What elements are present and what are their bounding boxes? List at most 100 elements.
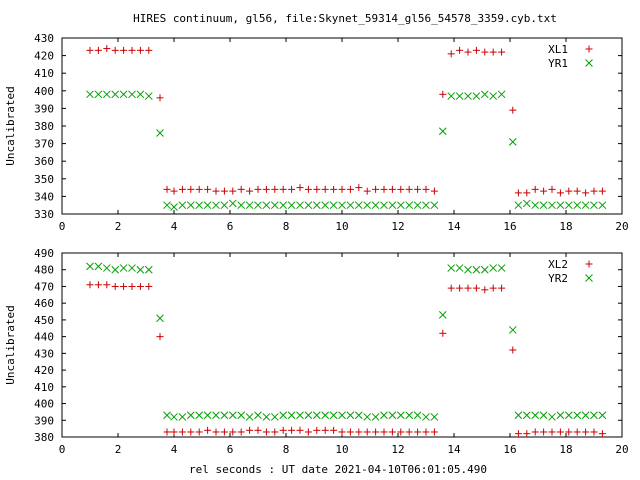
data-point [296, 426, 304, 434]
y-tick-label: 430 [34, 347, 54, 360]
y-axis-label: Uncalibrated [4, 305, 17, 384]
data-point [220, 428, 228, 436]
data-point [422, 413, 430, 421]
data-point [380, 185, 388, 193]
data-point [254, 411, 262, 420]
data-point [103, 45, 111, 53]
data-point [313, 185, 321, 193]
data-point [271, 185, 279, 193]
data-point [363, 413, 372, 421]
data-point [422, 428, 430, 436]
data-point [405, 201, 414, 210]
y-tick-label: 470 [34, 280, 54, 293]
data-point [556, 411, 565, 420]
data-point [590, 411, 598, 420]
data-point [514, 430, 522, 438]
data-point [203, 201, 212, 210]
x-tick-label: 18 [559, 443, 572, 456]
data-point [346, 411, 355, 420]
data-point [456, 284, 464, 292]
legend-label: XL2 [548, 258, 568, 271]
data-point [163, 201, 171, 210]
data-point [94, 281, 102, 289]
data-point [170, 413, 178, 421]
x-axis-label: rel seconds : UT date 2021-04-10T06:01:0… [189, 463, 487, 476]
data-point [163, 185, 171, 193]
x-tick-label: 4 [171, 220, 178, 233]
data-point [288, 426, 296, 434]
data-point [489, 264, 498, 272]
data-point [187, 185, 195, 193]
data-point [186, 411, 195, 420]
data-point [514, 201, 523, 210]
data-point [405, 428, 413, 436]
data-point [548, 428, 556, 436]
x-tick-label: 20 [615, 443, 628, 456]
data-point [321, 201, 330, 210]
y-tick-label: 370 [34, 138, 54, 151]
data-point [531, 411, 540, 420]
data-point [229, 187, 237, 195]
y-tick-label: 330 [34, 208, 54, 221]
data-point [430, 428, 438, 436]
data-point [296, 184, 304, 192]
data-point [497, 264, 506, 272]
data-point [422, 185, 430, 193]
data-point [321, 185, 329, 193]
data-point [564, 411, 573, 420]
data-point [156, 129, 164, 137]
series-XL1 [86, 45, 606, 197]
data-point [279, 411, 288, 420]
data-point [531, 185, 539, 193]
data-point [187, 428, 195, 436]
data-point [388, 411, 397, 420]
data-point [120, 46, 128, 54]
data-point [304, 428, 312, 436]
data-point [338, 201, 346, 210]
data-point [229, 428, 237, 436]
data-point [397, 185, 405, 193]
data-point [338, 428, 346, 436]
x-tick-label: 18 [559, 220, 572, 233]
y-tick-label: 350 [34, 173, 54, 186]
data-point [531, 201, 540, 210]
data-point [464, 48, 472, 56]
x-tick-label: 14 [447, 443, 461, 456]
top-panel: 0 2 4 6 8 10 12 14 16 18 20 330 340 350 360 370 380 390 40… [4, 32, 629, 233]
data-point [128, 282, 136, 290]
data-point [556, 428, 564, 436]
data-point [509, 106, 517, 114]
data-point [288, 185, 296, 193]
data-point [128, 90, 136, 99]
data-point [163, 428, 171, 436]
legend-marker [585, 59, 593, 67]
data-point [136, 90, 145, 99]
data-point [262, 413, 271, 421]
data-point [447, 264, 456, 272]
data-point [203, 411, 212, 420]
data-point [413, 201, 422, 210]
data-point [509, 346, 517, 354]
y-tick-label: 440 [34, 331, 54, 344]
data-point [472, 92, 481, 100]
data-point [397, 428, 405, 436]
data-point [497, 90, 506, 99]
data-point [321, 426, 329, 434]
legend-label: YR1 [548, 57, 568, 70]
data-point [86, 281, 94, 289]
data-point [330, 185, 338, 193]
data-point [354, 411, 363, 420]
data-point [556, 201, 565, 210]
data-point [447, 92, 456, 100]
data-point [508, 326, 517, 334]
data-point [321, 411, 330, 420]
chart-title: HIRES continuum, gl56, file:Skynet_59314… [133, 12, 557, 25]
y-tick-label: 420 [34, 50, 54, 63]
data-point [246, 187, 254, 195]
data-point [464, 92, 472, 100]
data-point [86, 46, 94, 54]
data-point [86, 262, 94, 271]
y-tick-label: 390 [34, 102, 54, 115]
data-point [430, 187, 438, 195]
data-point [439, 329, 447, 337]
